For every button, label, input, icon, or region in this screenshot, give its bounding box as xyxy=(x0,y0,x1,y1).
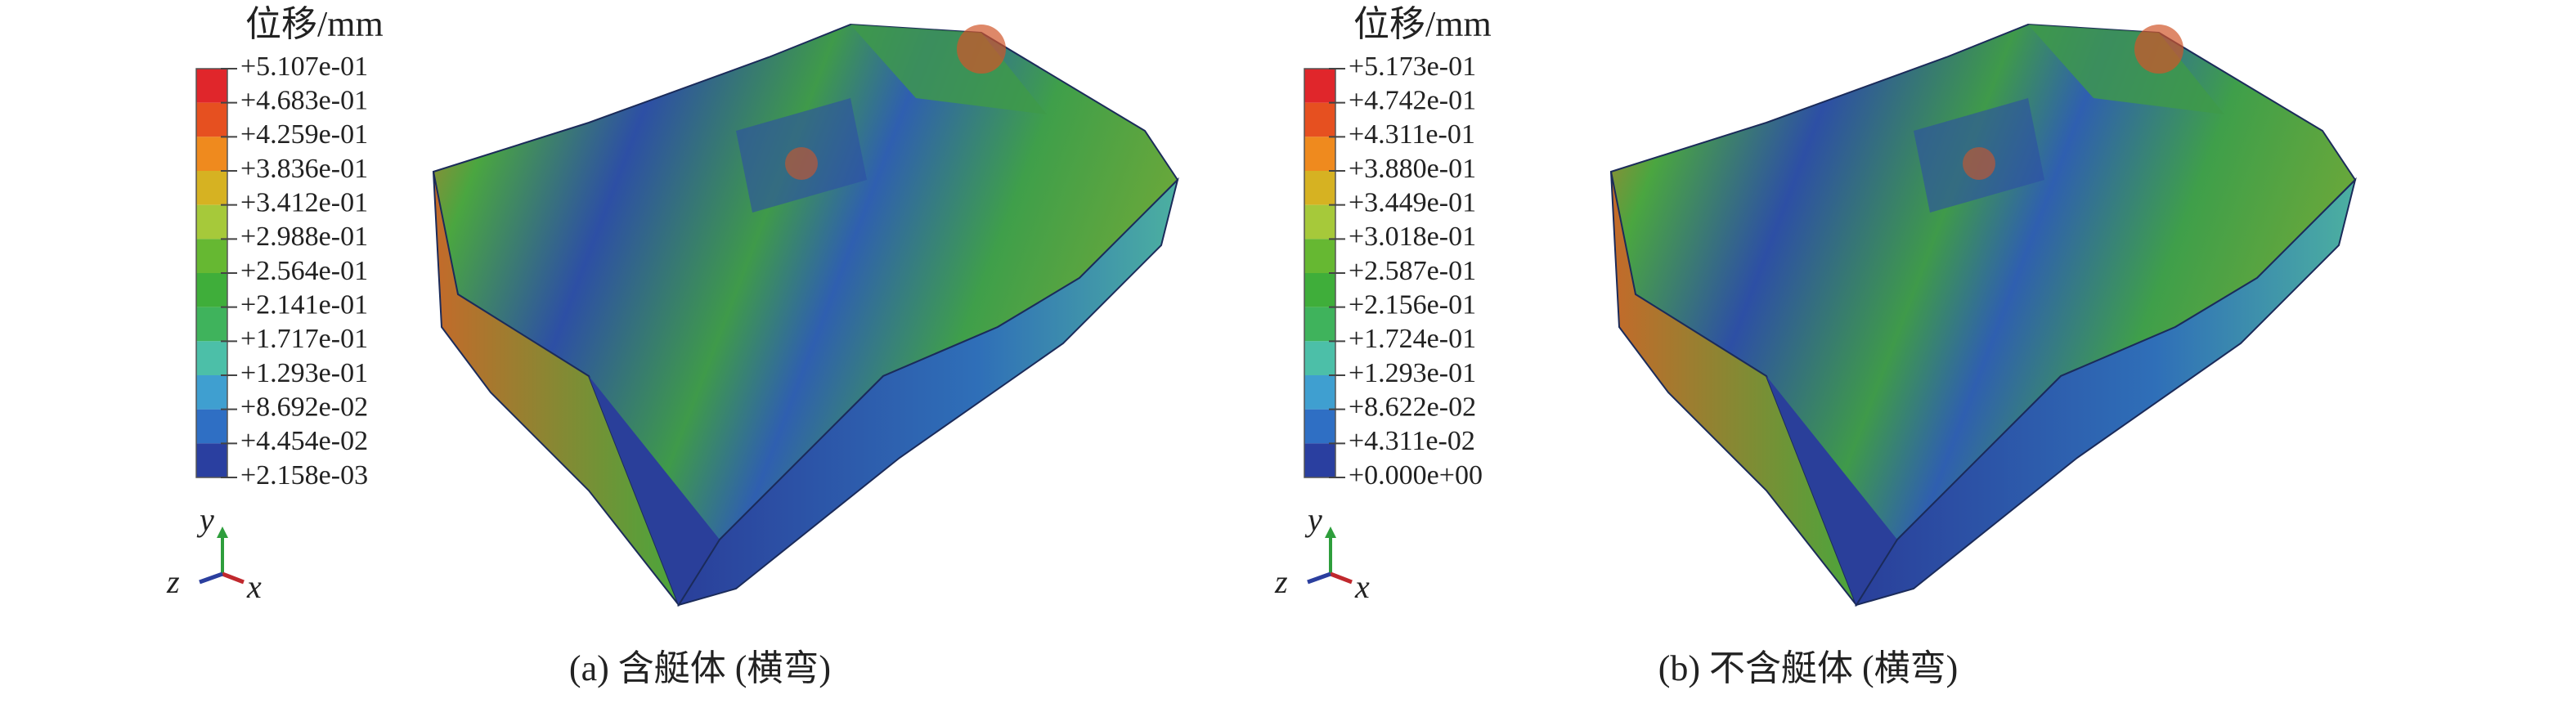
legend-title: 位移/mm xyxy=(1353,4,1492,44)
axis-label-z: z xyxy=(1274,563,1288,600)
legend-label: +2.141e-01 xyxy=(240,289,368,320)
fem-model xyxy=(1610,24,2356,606)
legend-label: +5.173e-01 xyxy=(1349,52,1476,82)
legend-band xyxy=(196,409,227,444)
legend-band xyxy=(196,137,227,171)
legend-label: +2.988e-01 xyxy=(240,222,368,252)
legend-band xyxy=(1304,273,1335,307)
panel: 位移/mm +5.107e-01+4.683e-01 +4.259e-01 +3.83… xyxy=(166,4,831,688)
legend-label: +3.412e-01 xyxy=(240,187,368,217)
legend-label: +1.293e-01 xyxy=(240,358,368,388)
legend-band xyxy=(196,375,227,410)
axis-z xyxy=(1307,571,1331,585)
legend-band xyxy=(1304,375,1335,410)
legend-band xyxy=(1304,69,1335,103)
legend-label: +4.683e-01 xyxy=(240,85,368,115)
legend-label: +0.000e+00 xyxy=(1349,460,1483,491)
legend-label: +1.293e-01 xyxy=(1349,358,1476,388)
legend-band xyxy=(1304,137,1335,171)
legend-band xyxy=(196,204,227,240)
legend-band xyxy=(196,239,227,273)
legend-title: 位移/mm xyxy=(245,4,384,44)
axis-x xyxy=(222,571,245,585)
legend-label: +5.107e-01 xyxy=(240,52,368,82)
legend-band xyxy=(196,341,227,375)
axis-label-x: x xyxy=(246,568,262,605)
axis-z xyxy=(199,571,223,585)
axis-label-y: y xyxy=(1304,501,1322,538)
legend-label: +3.018e-01 xyxy=(1349,222,1476,252)
legend-band xyxy=(196,307,227,342)
axis-x xyxy=(1330,571,1353,585)
arrow-y xyxy=(1325,527,1336,538)
legend-label: +1.717e-01 xyxy=(240,324,368,354)
arrow-y xyxy=(217,527,228,538)
legend-label: +3.449e-01 xyxy=(1349,187,1476,217)
legend-band xyxy=(1304,171,1335,205)
legend-band xyxy=(1304,239,1335,273)
legend-label: +1.724e-01 xyxy=(1349,324,1476,354)
legend-band xyxy=(196,171,227,205)
caption: (a) 含艇体 (横弯) xyxy=(569,648,831,688)
axis-label-z: z xyxy=(166,563,180,600)
fem-model xyxy=(433,24,1178,606)
caption: (b) 不含艇体 (横弯) xyxy=(1658,648,1959,688)
legend-label: +2.564e-01 xyxy=(240,256,368,286)
legend-label: +4.454e-02 xyxy=(240,426,368,456)
axis-label-y: y xyxy=(196,501,214,538)
legend-band xyxy=(196,443,227,477)
legend-band xyxy=(1304,102,1335,137)
legend-label: +2.587e-01 xyxy=(1349,256,1476,286)
legend-label: +2.158e-03 xyxy=(240,460,368,491)
legend-label: +3.836e-01 xyxy=(240,154,368,184)
legend-band xyxy=(1304,341,1335,375)
legend-label: +4.742e-01 xyxy=(1349,85,1476,115)
legend-label: +2.156e-01 xyxy=(1349,289,1476,320)
legend-band xyxy=(196,69,227,103)
legend-label: +8.692e-02 xyxy=(240,392,368,422)
legend-band xyxy=(1304,409,1335,444)
legend-label: +8.622e-02 xyxy=(1349,392,1476,422)
legend-band xyxy=(1304,443,1335,477)
legend-label: +4.311e-02 xyxy=(1349,426,1475,456)
legend-band xyxy=(1304,307,1335,342)
legend-band xyxy=(1304,204,1335,240)
legend-band xyxy=(196,273,227,307)
legend-label: +4.259e-01 xyxy=(240,119,368,150)
legend-band xyxy=(196,102,227,137)
panel: 位移/mm +5.173e-01+4.742e-01 +4.311e-01 +3.88… xyxy=(1274,4,1958,688)
axis-label-x: x xyxy=(1354,568,1370,605)
legend-label: +4.311e-01 xyxy=(1349,119,1475,150)
legend-label: +3.880e-01 xyxy=(1349,154,1476,184)
